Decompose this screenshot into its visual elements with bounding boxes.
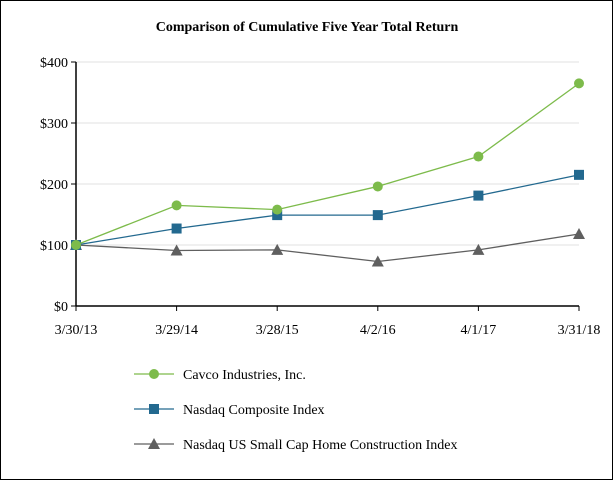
data-point (573, 228, 585, 240)
data-point (272, 210, 283, 221)
series-line (75, 233, 580, 263)
y-tick-label: $300 (40, 117, 68, 132)
series-line (75, 82, 580, 246)
x-tick-label: 3/29/14 (155, 323, 198, 338)
legend-label: Nasdaq Composite Index (183, 403, 325, 418)
legend-marker (148, 438, 160, 449)
data-point (71, 240, 81, 250)
x-tick-label: 3/30/13 (55, 323, 98, 338)
y-tick-label: $200 (40, 178, 68, 193)
legend-marker (149, 369, 159, 379)
y-tick-label: $0 (54, 300, 68, 315)
data-point (473, 151, 484, 162)
data-point (371, 255, 384, 267)
data-point (171, 223, 182, 234)
legend-marker (149, 404, 159, 414)
data-point (372, 181, 383, 192)
chart-title: Comparison of Cumulative Five Year Total… (156, 20, 459, 35)
x-tick-label: 4/1/17 (461, 323, 497, 338)
data-point (473, 190, 484, 201)
x-tick-label: 3/28/15 (256, 323, 299, 338)
data-point (272, 204, 283, 215)
x-tick-label: 4/2/16 (360, 323, 396, 338)
y-tick-label: $100 (40, 239, 68, 254)
data-point (574, 78, 584, 89)
data-point (472, 243, 485, 255)
legend-label: Nasdaq US Small Cap Home Construction In… (183, 438, 458, 453)
legend-label: Cavco Industries, Inc. (183, 368, 306, 383)
data-point (271, 243, 284, 255)
series-line (75, 174, 580, 246)
data-point (170, 244, 183, 256)
data-point (372, 210, 383, 221)
data-point (171, 200, 182, 211)
data-point (574, 169, 584, 180)
y-tick-label: $400 (40, 56, 68, 71)
x-tick-label: 3/31/18 (558, 323, 601, 338)
